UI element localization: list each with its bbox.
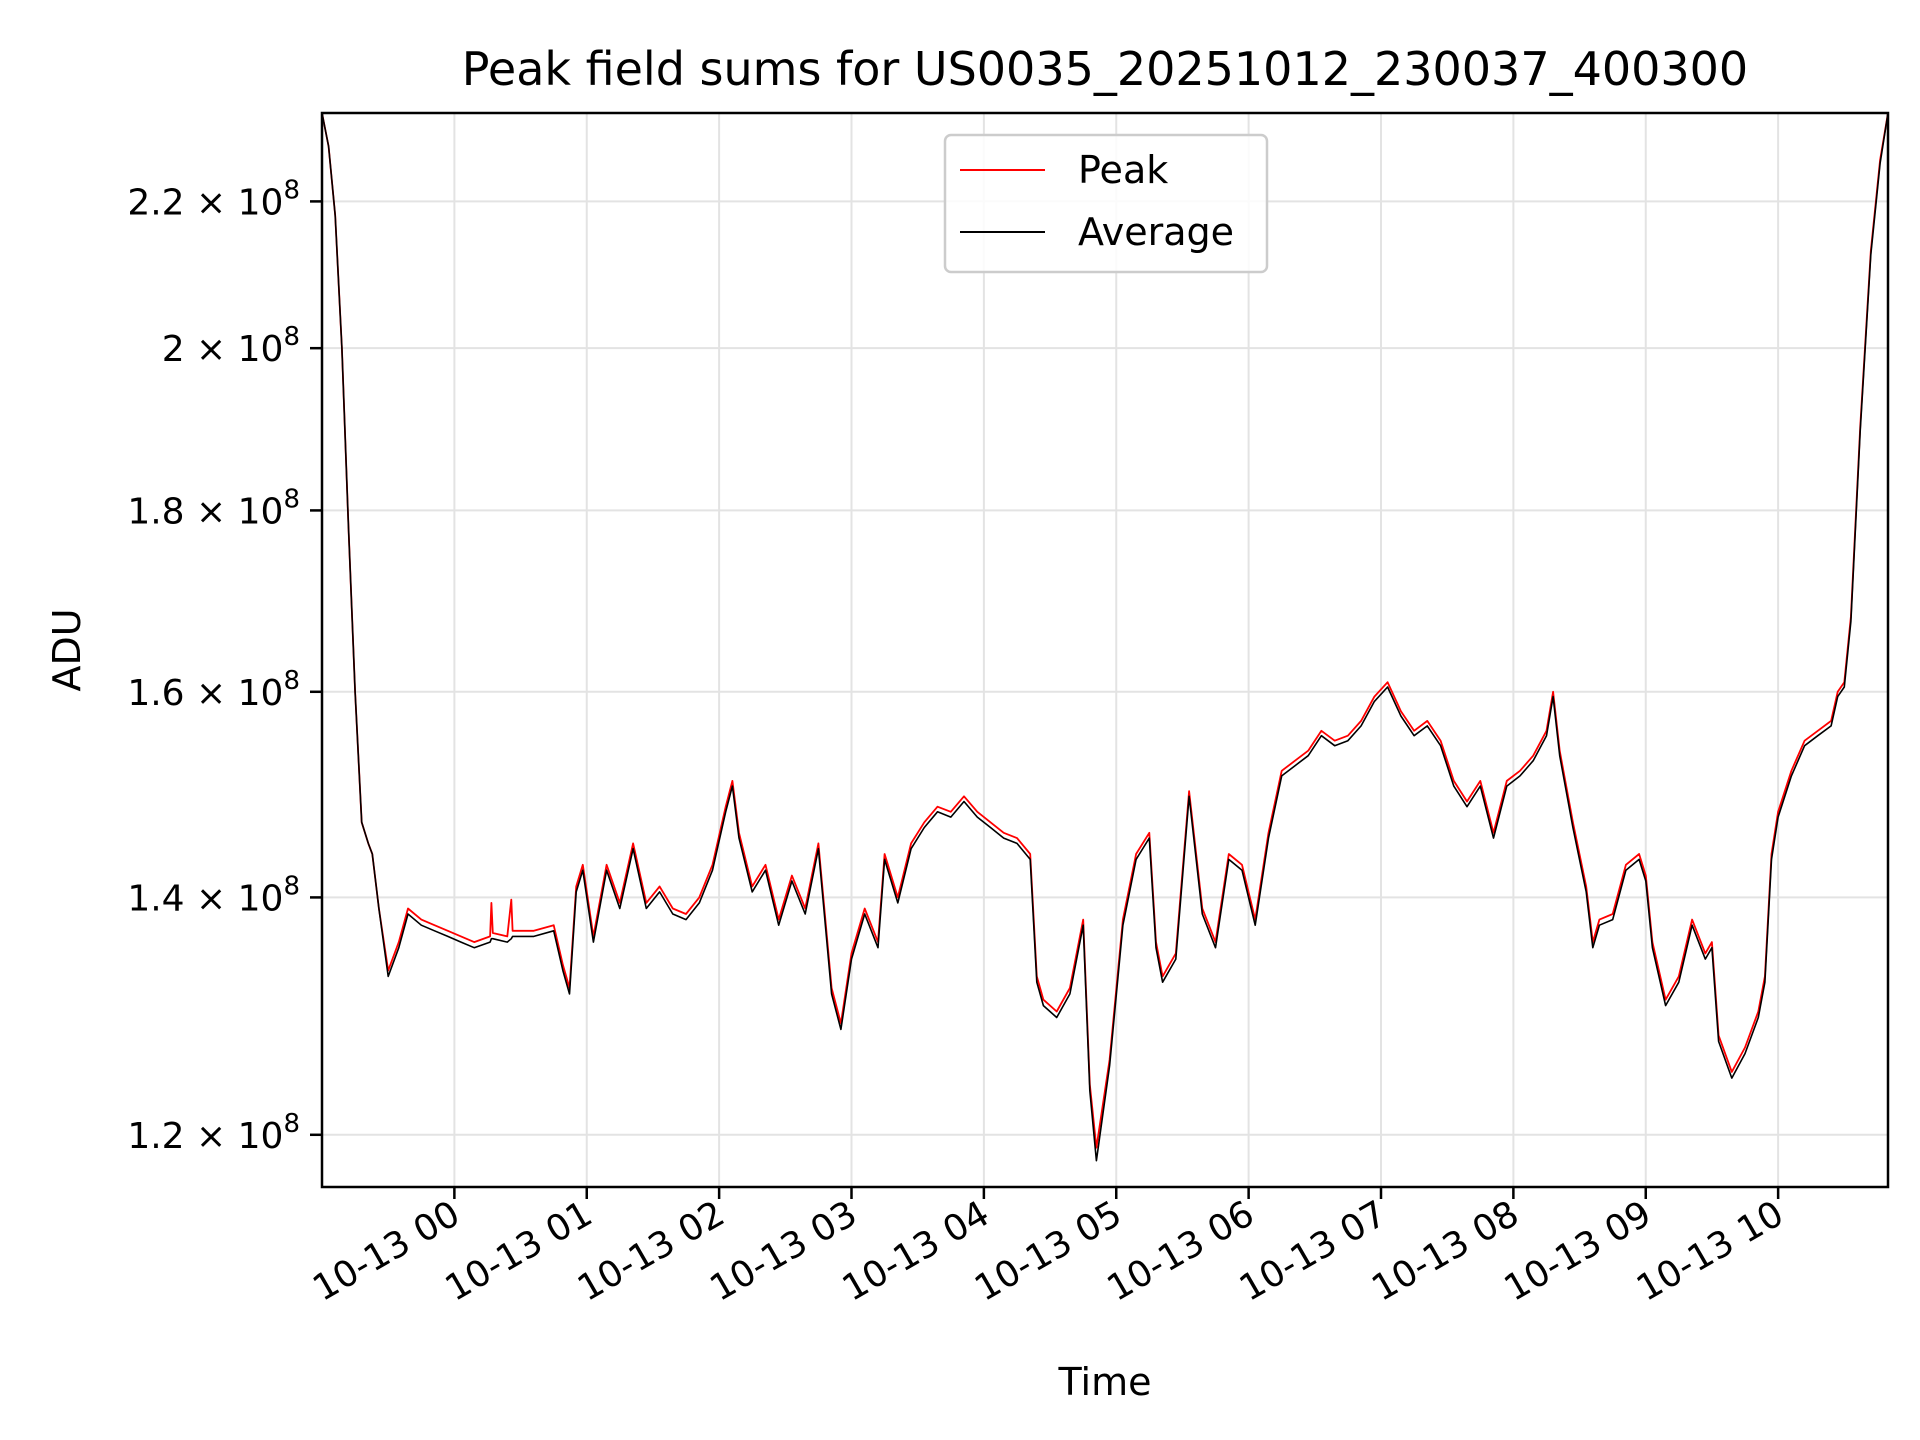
y-tick-label: 2.2 × 108	[127, 175, 300, 223]
series-layer	[322, 113, 1888, 1162]
y-tick-label: 1.6 × 108	[127, 666, 300, 714]
series-line-average	[322, 113, 1888, 1162]
y-tick-label: 2 × 108	[162, 322, 300, 370]
y-axis-label: ADU	[45, 608, 89, 691]
chart-title: Peak field sums for US0035_20251012_2300…	[462, 42, 1748, 96]
y-tick-label: 1.2 × 108	[127, 1109, 300, 1157]
legend-label-peak: Peak	[1078, 148, 1168, 192]
grid	[322, 113, 1888, 1187]
legend: Peak Average	[943, 133, 1269, 274]
x-axis-label: Time	[1058, 1360, 1152, 1404]
legend-label-average: Average	[1078, 210, 1234, 254]
y-tick-label: 1.8 × 108	[127, 484, 300, 532]
axes-frame	[320, 111, 1890, 1189]
y-tick-label: 1.4 × 108	[127, 871, 300, 919]
